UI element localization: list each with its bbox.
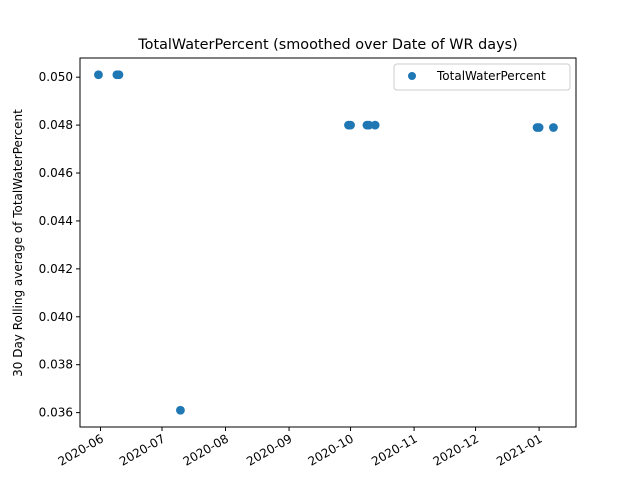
data-point — [549, 123, 558, 132]
y-tick-label: 0.038 — [39, 358, 73, 372]
data-point — [346, 120, 355, 130]
y-tick-label: 0.048 — [39, 118, 73, 132]
y-tick-label: 0.042 — [39, 262, 73, 276]
y-axis-label: 30 Day Rolling average of TotalWaterPerc… — [11, 109, 25, 377]
legend-label: TotalWaterPercent — [436, 69, 546, 83]
y-tick-label: 0.040 — [39, 310, 73, 324]
y-tick-label: 0.046 — [39, 166, 73, 180]
legend-box — [393, 63, 571, 91]
legend: TotalWaterPercent — [393, 63, 571, 91]
data-point — [370, 120, 380, 130]
data-point — [176, 405, 185, 415]
data-point — [364, 120, 374, 130]
y-tick-label: 0.050 — [39, 70, 73, 84]
y-tick-label: 0.044 — [39, 214, 73, 228]
points-layer — [94, 70, 558, 415]
plot-frame — [79, 57, 577, 428]
data-point — [534, 123, 544, 132]
legend-marker — [408, 72, 416, 80]
data-point — [114, 70, 124, 80]
chart-title: TotalWaterPercent (smoothed over Date of… — [137, 37, 517, 53]
y-tick-label: 0.036 — [39, 406, 73, 420]
y-ticks-layer: 0.036 0.038 0.040 0.042 0.044 0.046 0.048 0.050 — [39, 70, 80, 420]
data-point — [94, 70, 103, 80]
